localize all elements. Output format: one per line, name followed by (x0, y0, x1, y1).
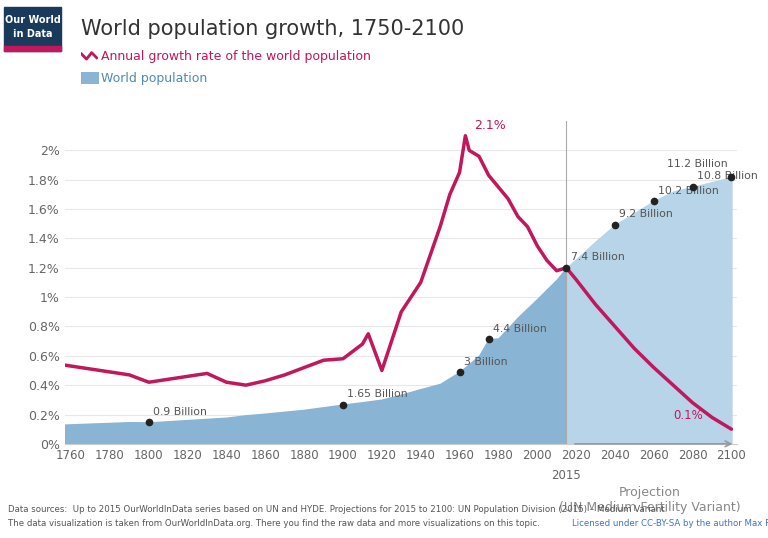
Text: 0.9 Billion: 0.9 Billion (153, 407, 207, 417)
Text: 2.1%: 2.1% (474, 118, 505, 132)
Text: 3 Billion: 3 Billion (464, 357, 507, 367)
Text: 1.65 Billion: 1.65 Billion (347, 389, 408, 399)
Text: 11.2 Billion: 11.2 Billion (667, 159, 727, 169)
Text: 10.8 Billion: 10.8 Billion (697, 171, 757, 181)
Text: World population growth, 1750-2100: World population growth, 1750-2100 (81, 19, 464, 39)
Text: in Data: in Data (13, 30, 52, 39)
Text: 2015: 2015 (551, 469, 581, 482)
Text: World population: World population (101, 72, 207, 84)
Text: Our World: Our World (5, 15, 61, 25)
Text: Licensed under CC-BY-SA by the author Max Roser.: Licensed under CC-BY-SA by the author Ma… (572, 519, 768, 528)
Text: Data sources:  Up to 2015 OurWorldInData series based on UN and HYDE. Projection: Data sources: Up to 2015 OurWorldInData … (8, 505, 667, 514)
Bar (4, 46, 61, 51)
Text: 0.1%: 0.1% (673, 409, 703, 422)
Text: 10.2 Billion: 10.2 Billion (658, 186, 719, 196)
Text: 7.4 Billion: 7.4 Billion (571, 252, 624, 262)
Text: The data visualization is taken from OurWorldInData.org. There you find the raw : The data visualization is taken from Our… (8, 519, 539, 528)
Text: 9.2 Billion: 9.2 Billion (619, 209, 673, 220)
Text: 4.4 Billion: 4.4 Billion (493, 323, 547, 334)
Text: Annual growth rate of the world population: Annual growth rate of the world populati… (101, 50, 370, 63)
Text: Projection
(UN Medium Fertility Variant): Projection (UN Medium Fertility Variant) (559, 485, 740, 513)
